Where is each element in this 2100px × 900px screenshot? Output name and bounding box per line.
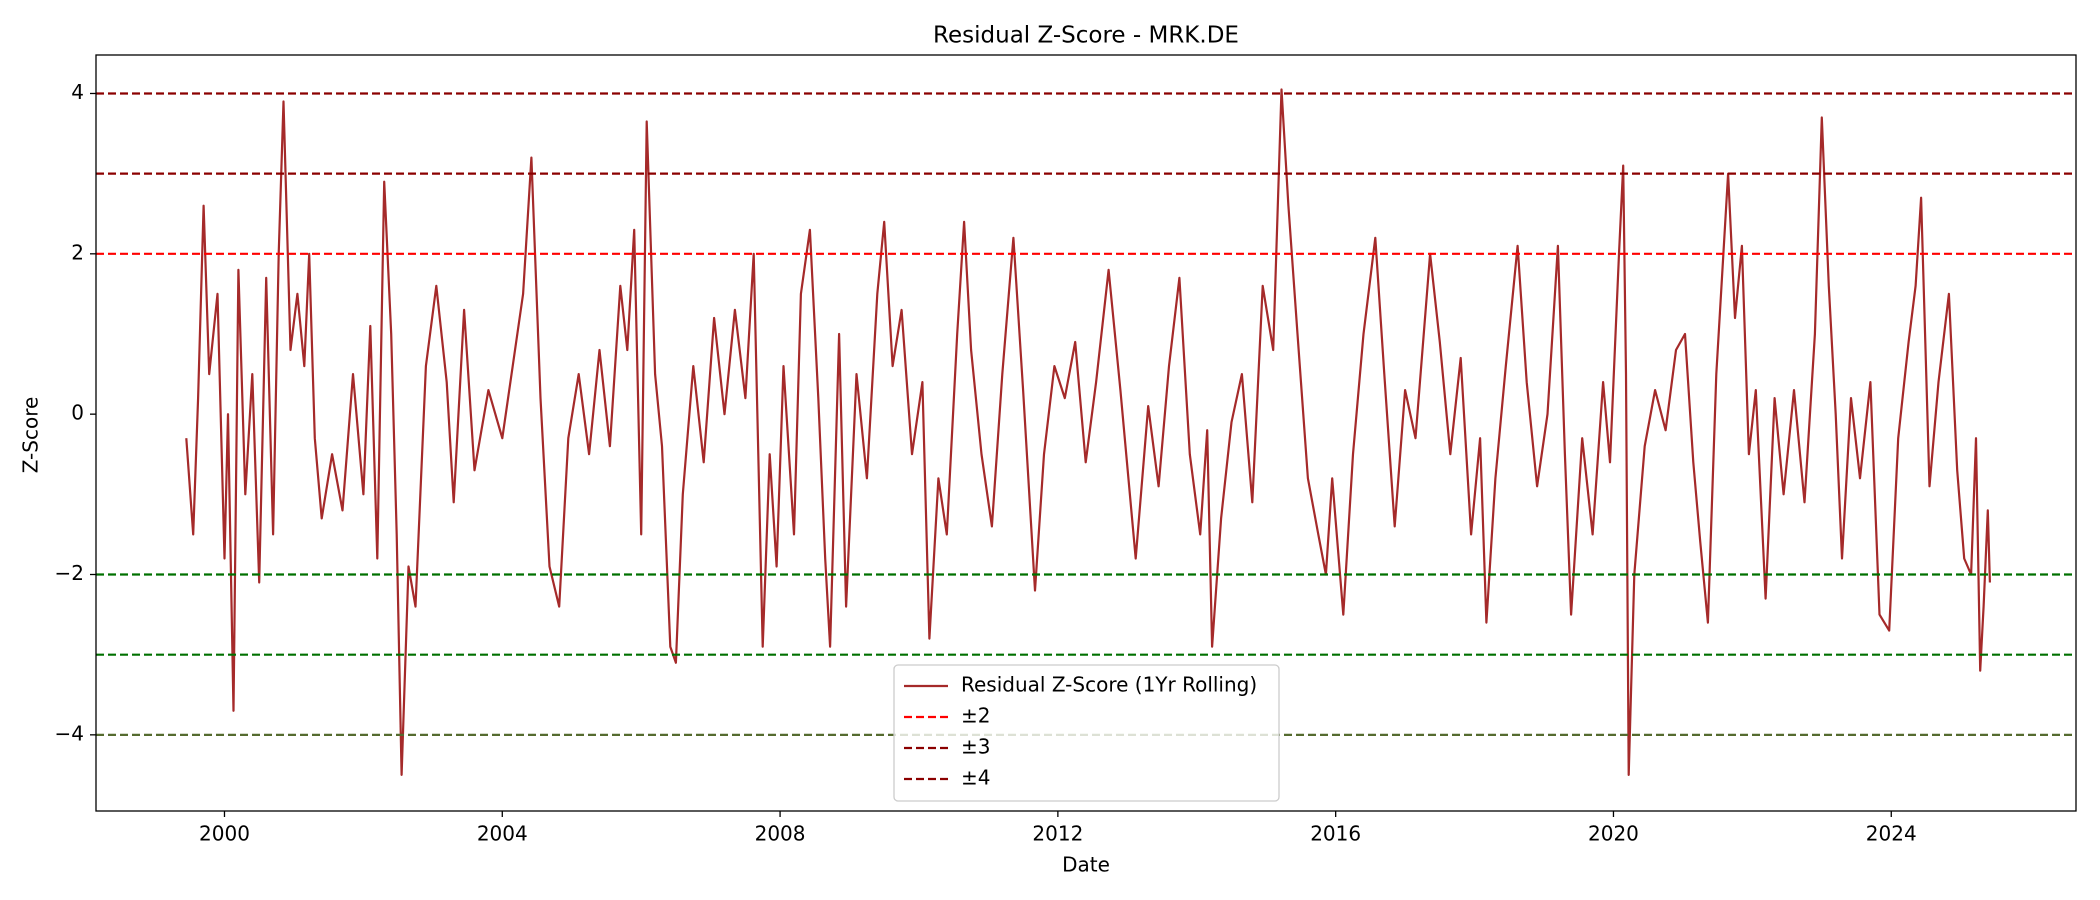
y-tick-label: 2 [71,240,84,264]
axes-frame [95,54,2077,812]
x-tick-label: 2016 [1310,822,1361,846]
legend-label: ±4 [961,766,990,790]
x-tick-label: 2004 [477,822,528,846]
x-axis-label: Date [1062,853,1110,877]
y-tick-label: 4 [71,80,84,104]
legend-label: ±3 [961,735,990,759]
x-tick-label: 2024 [1866,822,1917,846]
x-tick-label: 2012 [1032,822,1083,846]
series-line [185,88,1991,776]
y-tick-label: 0 [71,401,84,425]
y-tick-label: −2 [55,561,84,585]
y-axis-label: Z-Score [19,397,43,474]
y-tick-label: −4 [55,721,84,745]
x-tick-label: 2008 [755,822,806,846]
legend-box [893,664,1280,802]
x-tick-label: 2020 [1588,822,1639,846]
chart-title: Residual Z-Score - MRK.DE [933,23,1239,49]
legend-label: Residual Z-Score (1Yr Rolling) [961,673,1257,697]
x-tick-label: 2000 [199,822,250,846]
legend-label: ±2 [961,704,990,728]
